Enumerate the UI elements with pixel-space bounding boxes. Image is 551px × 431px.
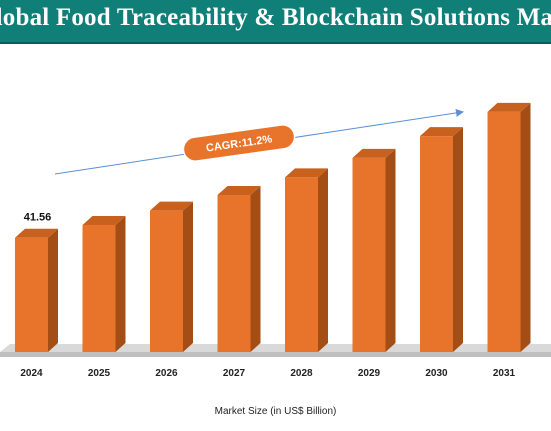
bar-2025 bbox=[82, 215, 126, 352]
cagr-pill-bg bbox=[182, 124, 296, 162]
bar-2027 bbox=[217, 185, 261, 352]
bar-side bbox=[453, 127, 463, 352]
data-label-2024: 41.56 bbox=[24, 212, 52, 224]
bar-front bbox=[15, 237, 48, 352]
bar-side bbox=[318, 168, 328, 352]
title-bar: Global Food Traceability & Blockchain So… bbox=[0, 0, 551, 42]
bar-front bbox=[420, 136, 453, 352]
tick-label-2027: 2027 bbox=[223, 368, 246, 379]
title-underline bbox=[0, 42, 551, 44]
tick-label-2029: 2029 bbox=[358, 368, 381, 379]
bar-2031 bbox=[487, 102, 531, 352]
bar-2026 bbox=[150, 201, 193, 352]
chart-floor bbox=[0, 344, 551, 357]
bar-top bbox=[420, 127, 463, 137]
bar-top bbox=[352, 148, 396, 158]
tick-label-2031: 2031 bbox=[493, 368, 516, 379]
floor-plane bbox=[0, 344, 551, 352]
bar-chart: 2024 41.56 2025 2026 2027 2028 2029 2030 2031 CA… bbox=[0, 102, 551, 379]
bar-side bbox=[520, 102, 531, 352]
x-axis-label: Market Size (in US$ Billion) bbox=[214, 406, 337, 417]
tick-labels: 2024 41.56 2025 2026 2027 2028 2029 2030 2031 bbox=[20, 212, 515, 379]
bar-side bbox=[250, 185, 261, 352]
tick-label-2030: 2030 bbox=[425, 368, 448, 379]
bar-side bbox=[115, 215, 126, 352]
bar-front bbox=[352, 157, 386, 352]
chart-title: Global Food Traceability & Blockchain So… bbox=[0, 4, 551, 31]
floor-edge bbox=[0, 352, 551, 357]
bar-front bbox=[487, 111, 521, 352]
bar-2029 bbox=[352, 148, 396, 352]
bar-top bbox=[285, 168, 328, 178]
bar-2028 bbox=[285, 168, 328, 352]
bars bbox=[15, 102, 531, 352]
bar-side bbox=[48, 228, 58, 352]
bar-front bbox=[285, 177, 318, 352]
bar-2030 bbox=[420, 127, 463, 352]
bar-side bbox=[183, 201, 193, 352]
bar-front bbox=[150, 210, 183, 352]
bar-top bbox=[15, 228, 58, 238]
bar-side bbox=[385, 148, 396, 352]
cagr-annotation-group: CAGR:11.2% bbox=[54, 108, 464, 175]
bar-top bbox=[487, 102, 531, 112]
tick-label-2026: 2026 bbox=[155, 368, 178, 379]
tick-label-2028: 2028 bbox=[290, 368, 313, 379]
bar-front bbox=[82, 224, 116, 352]
bar-top bbox=[150, 201, 193, 211]
tick-label-2024: 2024 bbox=[20, 368, 43, 379]
bar-front bbox=[217, 194, 251, 352]
tick-label-2025: 2025 bbox=[88, 368, 111, 379]
bar-2024 bbox=[15, 228, 58, 352]
bar-top bbox=[82, 215, 126, 225]
bar-top bbox=[217, 185, 261, 195]
cagr-pill: CAGR:11.2% bbox=[182, 124, 296, 162]
